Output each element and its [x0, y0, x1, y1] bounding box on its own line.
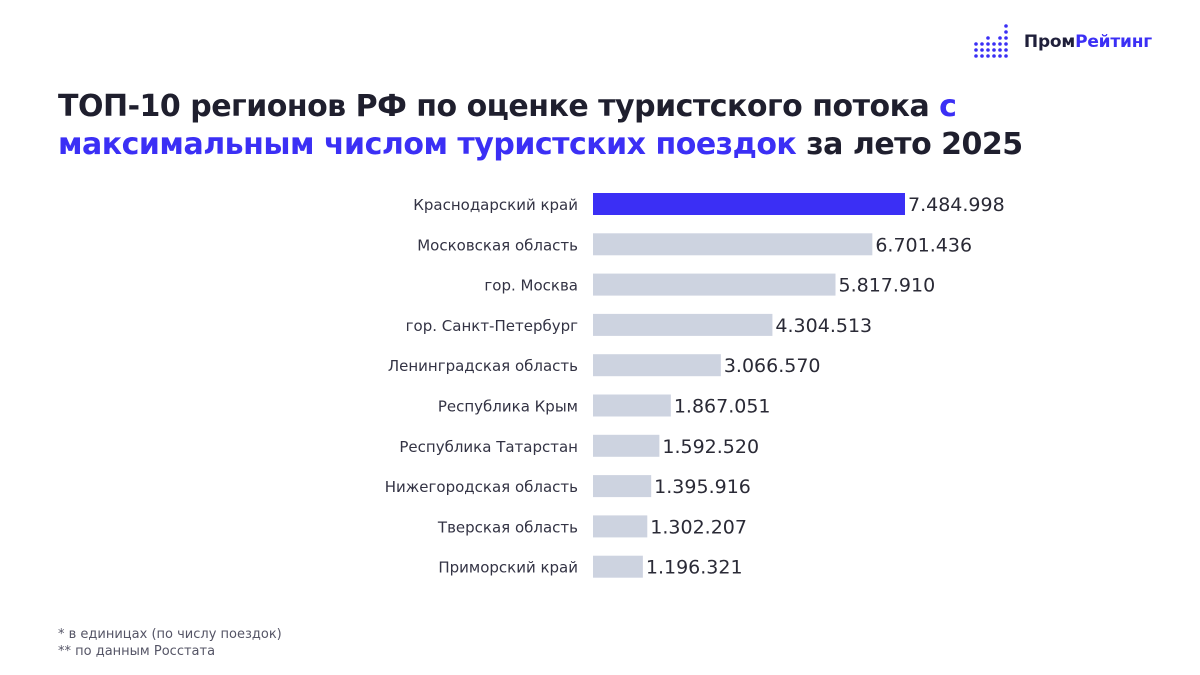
bar	[593, 515, 648, 538]
category-label: Краснодарский край	[413, 196, 578, 214]
bar	[593, 394, 671, 417]
title-part3: за лето 2025	[796, 127, 1023, 162]
bar-chart: Краснодарский край 7.484.998 Московская об…	[0, 180, 1200, 600]
bar-chart-svg: Краснодарский край 7.484.998 Московская об…	[385, 193, 1005, 579]
category-label: гор. Москва	[484, 277, 578, 295]
category-label: Тверская область	[437, 518, 578, 536]
brand-logo: ПромРейтинг	[972, 22, 1152, 62]
value-label: 4.304.513	[775, 315, 872, 337]
value-label: 1.867.051	[674, 396, 771, 418]
bar	[593, 434, 660, 457]
value-label: 7.484.998	[908, 194, 1005, 216]
value-label: 5.817.910	[839, 275, 936, 297]
bar	[593, 555, 643, 578]
bar	[593, 193, 905, 215]
footnote-source: ** по данным Росстата	[58, 644, 216, 659]
value-label: 1.196.321	[646, 557, 743, 579]
value-label: 6.701.436	[875, 234, 972, 256]
bar	[593, 233, 873, 256]
title-part1: ТОП-10 регионов РФ по оценке туристского…	[58, 89, 940, 124]
brand-name-part2: Рейтинг	[1075, 32, 1152, 52]
footnote-units: * в единицах (по числу поездок)	[58, 627, 282, 642]
bar	[593, 273, 836, 296]
value-label: 1.302.207	[650, 516, 747, 538]
footnotes: * в единицах (по числу поездок) ** по да…	[58, 626, 282, 660]
value-label: 1.395.916	[654, 476, 751, 498]
category-label: Республика Татарстан	[399, 438, 578, 456]
brand-name: ПромРейтинг	[1024, 32, 1152, 52]
category-label: Приморский край	[438, 559, 578, 577]
category-label: Ленинградская область	[388, 357, 578, 375]
category-label: Московская область	[417, 236, 578, 254]
bar	[593, 313, 773, 336]
dot-bars-logo-icon	[974, 24, 1008, 58]
bar	[593, 354, 721, 377]
page-title: ТОП-10 регионов РФ по оценке туристского…	[58, 88, 1148, 164]
bar	[593, 475, 652, 498]
value-label: 1.592.520	[662, 436, 759, 458]
title-highlight: с максимальным числом туристских поездок	[58, 89, 957, 162]
value-label: 3.066.570	[724, 355, 821, 377]
category-label: Нижегородская область	[385, 478, 578, 496]
category-label: гор. Санкт-Петербург	[406, 317, 578, 335]
category-label: Республика Крым	[438, 398, 578, 416]
brand-name-part1: Пром	[1023, 32, 1076, 52]
